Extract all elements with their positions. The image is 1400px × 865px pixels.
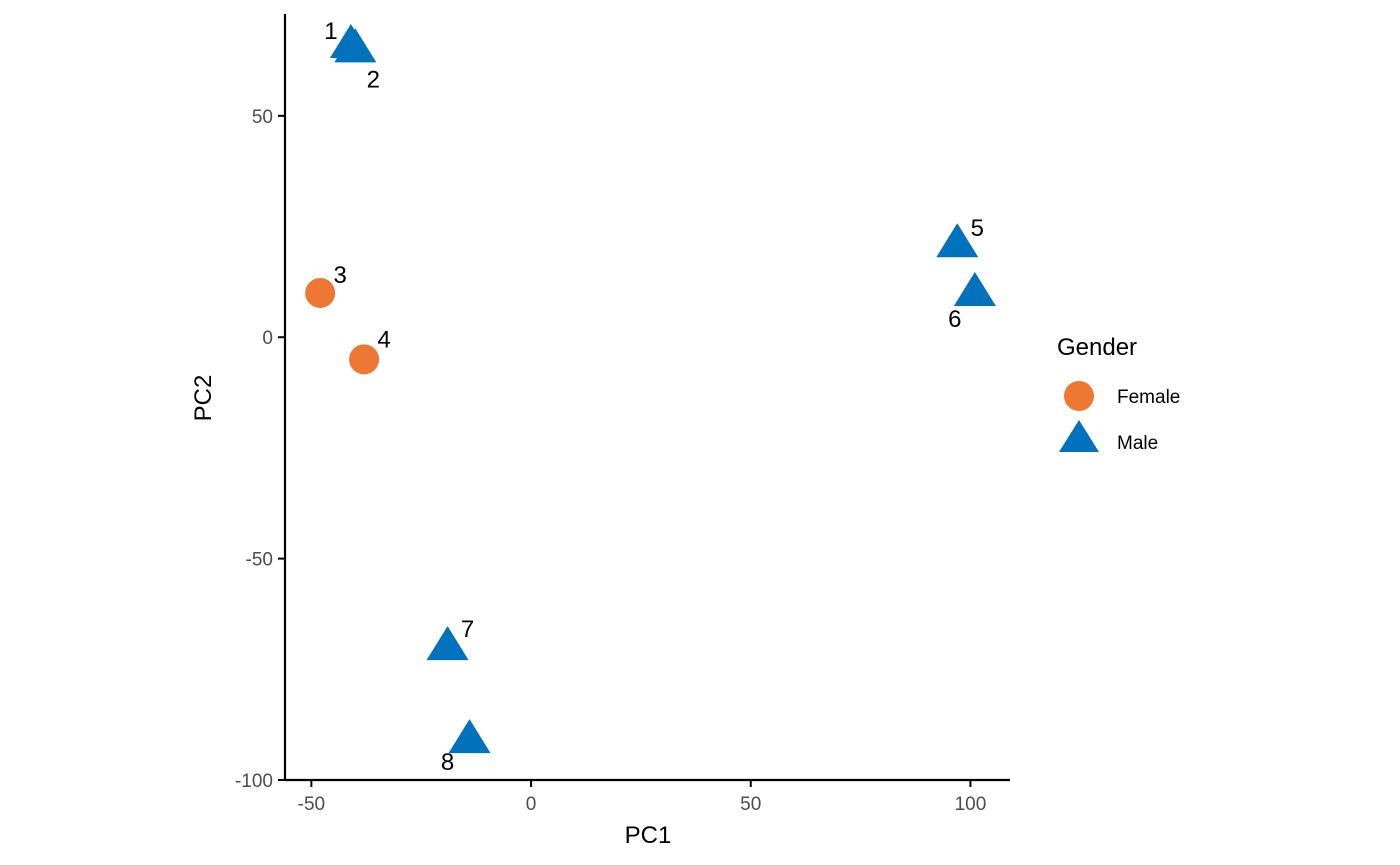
legend: Gender Female Male — [1057, 334, 1180, 454]
y-tick-label: -100 — [235, 771, 273, 792]
legend-female-circle-icon — [1064, 381, 1094, 411]
data-point-male — [953, 271, 996, 306]
data-point-male — [936, 223, 979, 258]
legend-label-male: Male — [1117, 433, 1158, 454]
x-tick-label: -50 — [298, 794, 325, 815]
y-tick-label: 50 — [252, 107, 273, 128]
point-labels-layer: 1 2 3 4 5 6 7 8 — [324, 18, 984, 776]
y-axis-title: PC2 — [190, 375, 217, 422]
x-axis-title: PC1 — [625, 822, 672, 849]
data-point-female — [305, 277, 336, 308]
x-tick-label: 0 — [526, 794, 537, 815]
point-label: 5 — [971, 215, 984, 242]
y-tick-label: 0 — [262, 328, 273, 349]
point-label: 1 — [324, 18, 337, 45]
legend-male-triangle-icon — [1059, 420, 1099, 452]
x-tick-label: 100 — [955, 794, 987, 815]
y-axis-ticks: -100 -50 0 50 — [235, 107, 285, 792]
legend-title: Gender — [1057, 334, 1137, 361]
point-label: 3 — [333, 262, 346, 289]
data-point-male — [448, 719, 491, 754]
x-tick-label: 50 — [740, 794, 761, 815]
legend-label-female: Female — [1117, 387, 1180, 408]
data-point-male — [426, 626, 469, 661]
point-label: 7 — [461, 616, 474, 643]
data-point-male — [334, 28, 377, 63]
x-axis-ticks: -50 0 50 100 — [298, 780, 987, 815]
y-tick-label: -50 — [246, 550, 273, 571]
data-point-female — [349, 344, 380, 375]
points-layer — [305, 23, 996, 754]
point-label: 4 — [377, 326, 390, 353]
point-label: 6 — [948, 306, 961, 333]
point-label: 2 — [367, 66, 380, 93]
point-label: 8 — [441, 749, 454, 776]
